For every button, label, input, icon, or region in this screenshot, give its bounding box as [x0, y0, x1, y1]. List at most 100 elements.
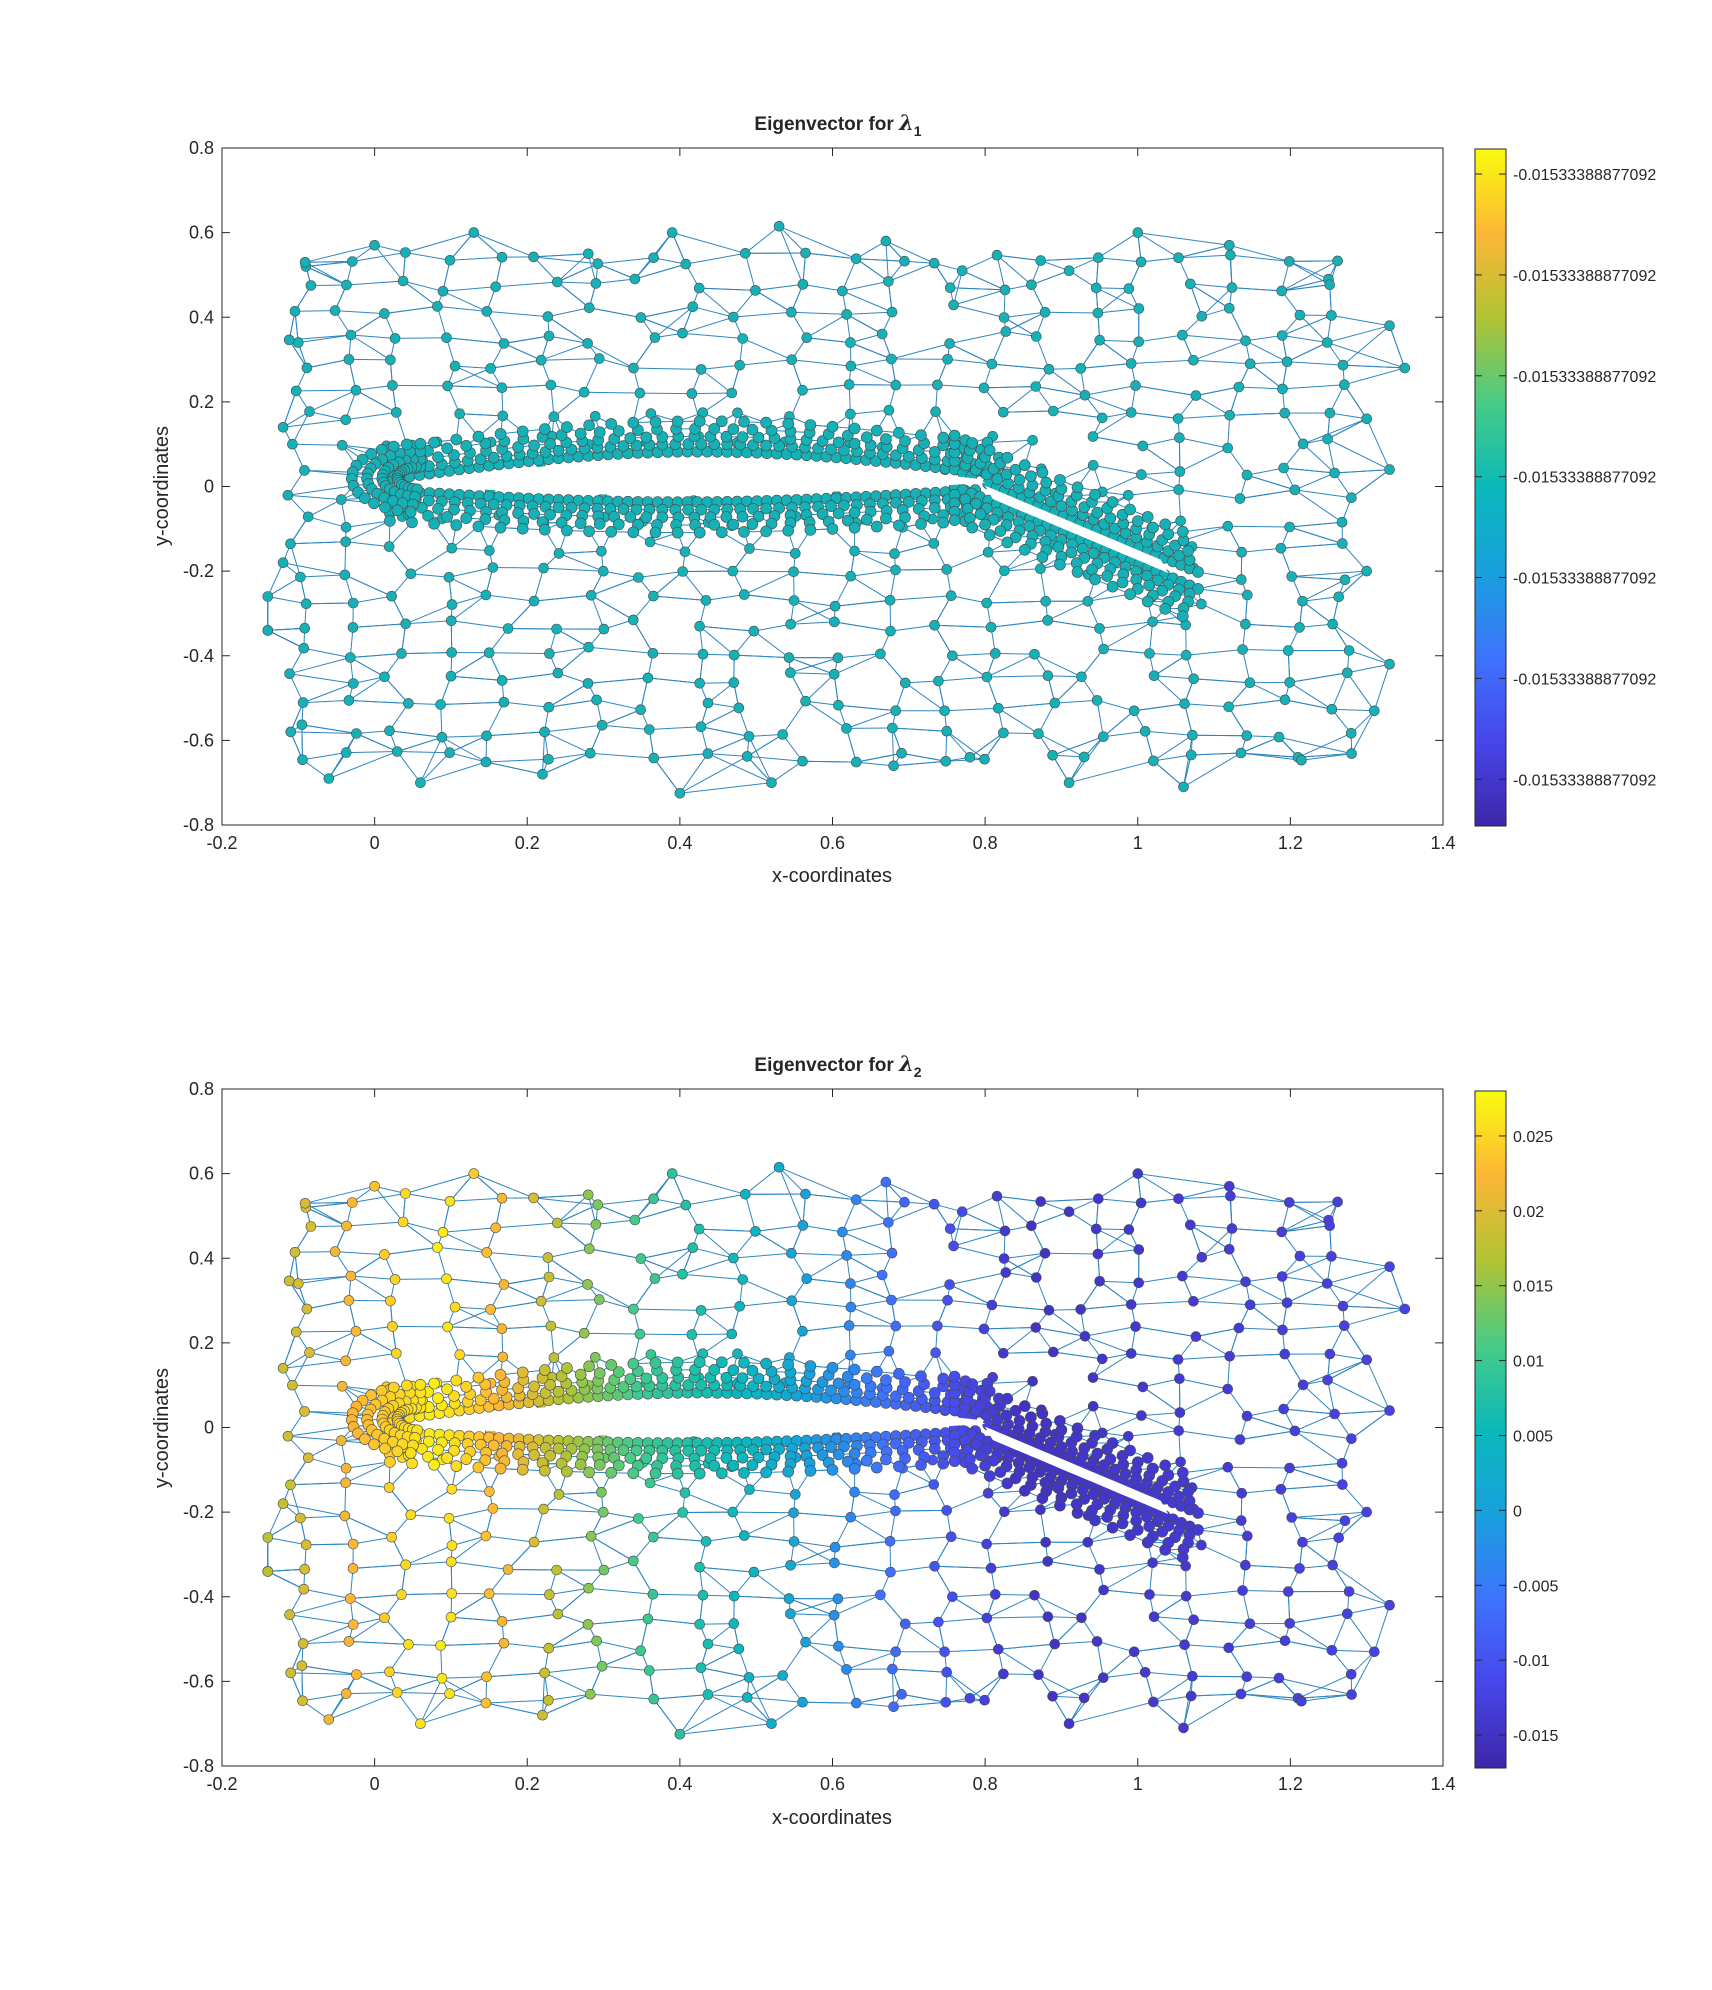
mesh-edge [1297, 732, 1352, 758]
mesh-edge [983, 386, 1036, 389]
mesh-edge [595, 278, 635, 284]
mesh-edge [998, 702, 1055, 709]
mesh-node [543, 701, 555, 713]
mesh-node [487, 451, 500, 464]
mesh-node [1075, 363, 1086, 374]
mesh-node [539, 726, 550, 738]
mesh-node [1148, 670, 1160, 682]
mesh-node [1019, 543, 1031, 556]
mesh-edge [1054, 699, 1098, 704]
mesh-edge [986, 653, 1035, 678]
mesh-edge [701, 364, 740, 370]
mesh-edge [602, 724, 650, 730]
mesh-edge [557, 263, 599, 283]
mesh-edge [905, 682, 945, 712]
mesh-edge [290, 541, 346, 545]
mesh-edge [946, 730, 971, 758]
mesh-edge [1344, 367, 1405, 386]
mesh-edge [1103, 621, 1153, 650]
mesh-edge [1153, 754, 1192, 762]
mesh-edge [705, 594, 745, 601]
mesh-node [697, 648, 709, 660]
mesh-edge [486, 310, 548, 318]
mesh-node [899, 255, 910, 267]
mesh-edge [986, 570, 1005, 604]
mesh-edge [640, 317, 683, 334]
mesh-edge [837, 653, 881, 659]
mesh-node [841, 723, 852, 734]
mesh-edge [455, 365, 491, 369]
mesh-node [937, 431, 950, 444]
mesh-node [727, 518, 740, 531]
mesh-node [964, 512, 976, 524]
mesh-edge [558, 552, 604, 572]
mesh-node [1040, 595, 1051, 607]
mesh-node [876, 328, 888, 340]
mesh-node [1185, 749, 1197, 761]
mesh-edge [1068, 760, 1154, 784]
mesh-edge [1327, 325, 1390, 343]
mesh-edge [302, 759, 330, 779]
mesh-edge [1284, 412, 1304, 445]
mesh-edge [550, 384, 585, 393]
mesh-node [1124, 588, 1136, 600]
mesh-node [1054, 474, 1066, 486]
mesh-node [545, 379, 557, 391]
mesh-edge [1245, 335, 1283, 342]
mesh-edge [846, 311, 893, 315]
mesh-node [1141, 595, 1154, 608]
mesh-edge [1068, 257, 1099, 272]
mesh-edge [1096, 700, 1104, 737]
mesh-edge [1038, 733, 1085, 758]
mesh-edge [748, 734, 783, 737]
mesh-node [1294, 622, 1305, 633]
mesh-edge [541, 342, 588, 361]
mesh-edge [856, 752, 902, 763]
mesh-node [1137, 440, 1149, 452]
mesh-node [487, 498, 500, 511]
mesh-edge [1003, 410, 1054, 413]
mesh-node [262, 591, 274, 602]
mesh-edge [603, 570, 639, 578]
mesh-node [928, 538, 940, 549]
mesh-node [746, 423, 759, 436]
mesh-node [1094, 623, 1105, 634]
mesh-edge [961, 270, 1006, 291]
mesh-node [512, 441, 524, 453]
mesh-node [285, 538, 296, 550]
mesh-node [368, 497, 380, 510]
mesh-edge [890, 595, 952, 601]
mesh-node [695, 438, 708, 450]
mesh-node [875, 648, 886, 660]
mesh-node [496, 251, 508, 263]
mesh-node [387, 380, 398, 391]
mesh-node [1234, 493, 1246, 504]
mesh-edge [1141, 471, 1180, 476]
mesh-node [983, 444, 996, 457]
mesh-edge [1052, 736, 1104, 756]
mesh-edge [440, 704, 443, 738]
mesh-edge [549, 646, 589, 655]
mesh-edge [440, 701, 504, 705]
mesh-node [336, 439, 348, 451]
mesh-edge [1031, 270, 1070, 286]
mesh-node [1279, 407, 1291, 419]
mesh-node [343, 354, 355, 365]
y-tick-label: 0.6 [189, 223, 214, 243]
mesh-node [605, 418, 618, 430]
mesh-edge [1182, 525, 1228, 533]
mesh-node [1336, 516, 1348, 528]
mesh-node [1399, 362, 1411, 374]
mesh-edge [1179, 447, 1228, 473]
mesh-edge [548, 752, 591, 760]
mesh-edge [986, 675, 1048, 678]
mesh-node [343, 695, 355, 706]
mesh-node [849, 545, 860, 557]
mesh-node [1047, 749, 1058, 761]
mesh-edge [410, 547, 453, 575]
mesh-node [442, 380, 453, 392]
mesh-edge [449, 752, 487, 763]
mesh-edge [1302, 443, 1335, 474]
mesh-edge [893, 760, 946, 767]
x-tick-label: 0.4 [667, 833, 692, 853]
